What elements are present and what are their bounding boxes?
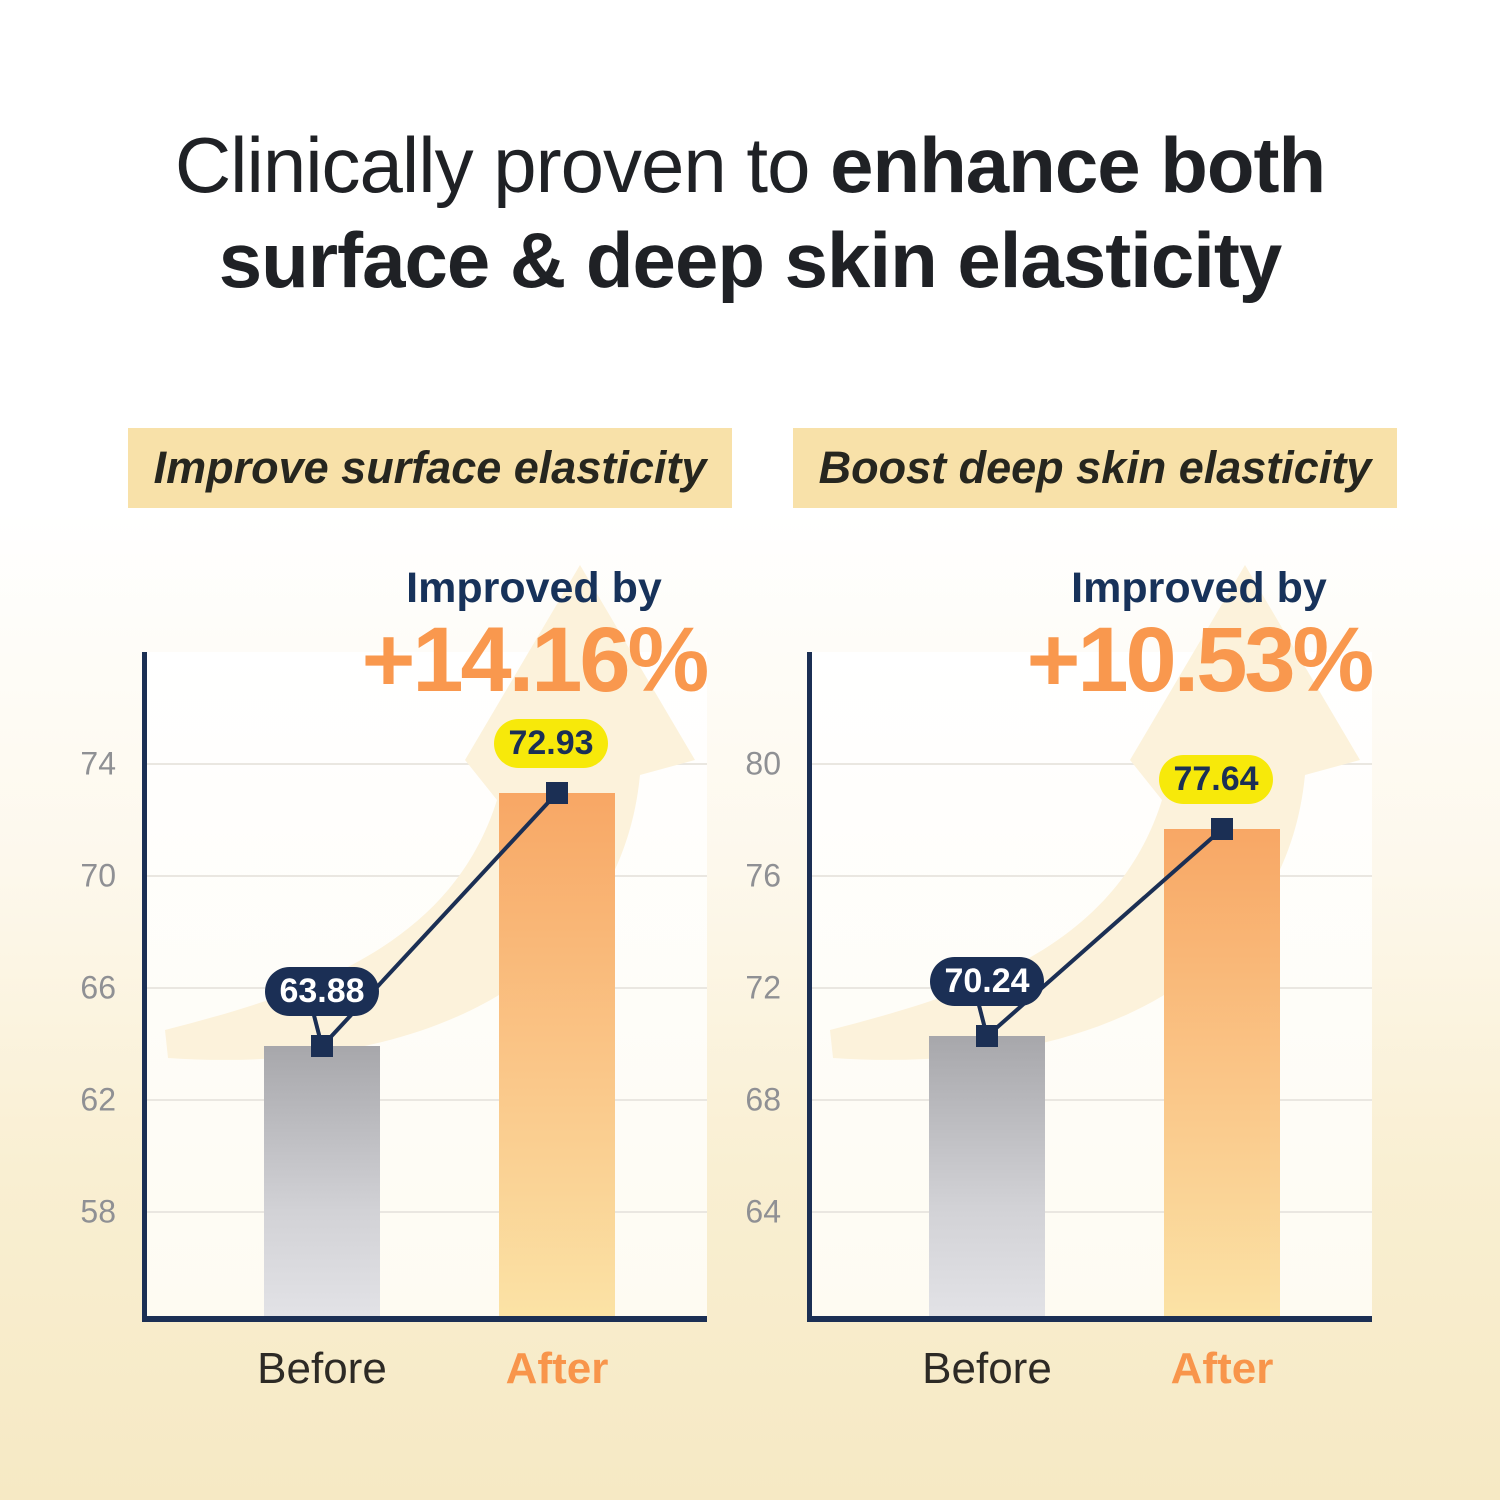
x-label-after: After (1170, 1344, 1274, 1393)
gridline (812, 875, 1372, 877)
improved-by-label: Improved by (406, 564, 662, 612)
chart-panel-deep-elasticity: Boost deep skin elasticity Improved by +… (665, 0, 1400, 1500)
bar-chart-surface: 74 70 66 62 58 63.88 72.93 Before After (80, 565, 707, 1393)
title-bold-text-1: enhance both (830, 121, 1326, 209)
bar-before (929, 1036, 1045, 1322)
x-axis-line (807, 1316, 1372, 1322)
title-regular-text: Clinically proven to (174, 121, 811, 209)
title-bold-text-2: surface & deep skin elasticity (218, 216, 1282, 305)
x-label-after: After (505, 1344, 609, 1393)
improved-by-label: Improved by (1071, 564, 1327, 612)
page-title: Clinically proven to enhance both surfac… (0, 118, 1500, 308)
gridline (812, 763, 1372, 765)
gridline (147, 1211, 707, 1213)
value-pill-after: 77.64 (1159, 755, 1273, 805)
improvement-percent-value: +14.16% (361, 609, 710, 711)
y-tick-label: 62 (80, 1081, 116, 1118)
y-tick-label: 76 (745, 857, 781, 894)
y-tick-label: 66 (80, 969, 116, 1006)
bar-after (499, 792, 615, 1322)
y-tick-label: 72 (745, 969, 781, 1006)
value-pill-before: 63.88 (265, 967, 379, 1017)
marker-before (311, 1035, 333, 1058)
gridline (147, 875, 707, 877)
y-tick-label: 58 (80, 1193, 116, 1230)
x-label-before: Before (257, 1344, 387, 1393)
y-tick-label: 80 (745, 745, 781, 782)
trend-line (807, 652, 1372, 1327)
improvement-percent-value: +10.53% (1026, 609, 1375, 711)
gridline (812, 1211, 1372, 1213)
bar-chart-deep: 80 76 72 68 64 70.24 77.64 Before After (745, 565, 1372, 1393)
chart-header-badge: Boost deep skin elasticity (793, 428, 1397, 508)
chart-header-badge: Improve surface elasticity (128, 428, 732, 508)
y-tick-label: 64 (745, 1193, 781, 1230)
bar-before (264, 1046, 380, 1322)
gridline (812, 1099, 1372, 1101)
trend-line (142, 652, 707, 1327)
y-axis-line (807, 652, 812, 1322)
y-axis-line (142, 652, 147, 1322)
value-pill-after: 72.93 (494, 718, 608, 768)
bar-after (1164, 829, 1280, 1322)
marker-before (976, 1025, 998, 1048)
gridline (147, 763, 707, 765)
y-tick-label: 74 (80, 745, 116, 782)
y-tick-label: 70 (80, 857, 116, 894)
x-label-before: Before (922, 1344, 1052, 1393)
y-tick-label: 68 (745, 1081, 781, 1118)
value-pill-before: 70.24 (930, 957, 1044, 1007)
chart-panel-surface-elasticity: Improve surface elasticity Improved by +… (0, 0, 735, 1500)
x-axis-line (142, 1316, 707, 1322)
marker-after (546, 781, 568, 804)
gridline (147, 1099, 707, 1101)
marker-after (1211, 818, 1233, 841)
